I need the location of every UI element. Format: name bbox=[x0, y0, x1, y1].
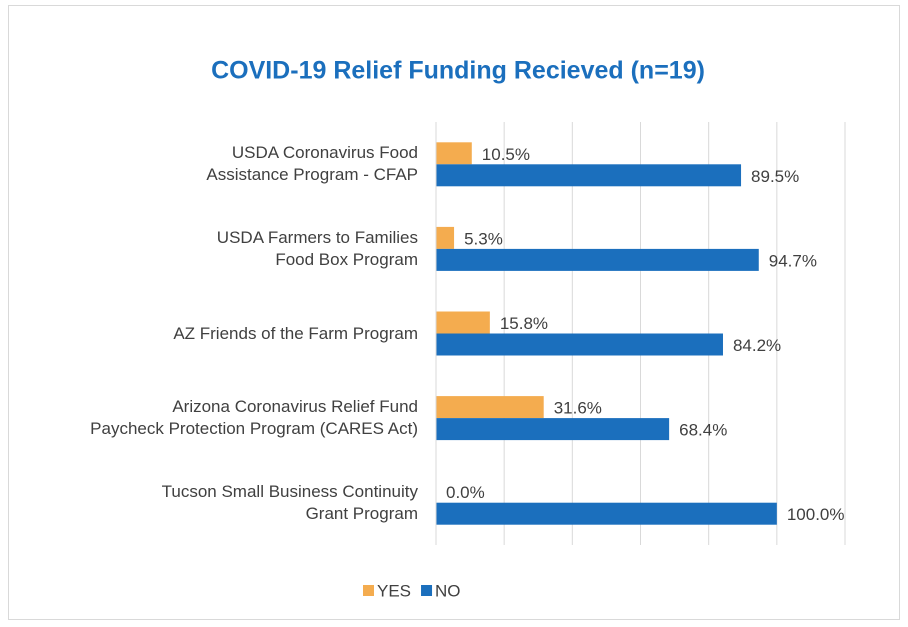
y-tick-label: AZ Friends of the Farm Program bbox=[173, 323, 418, 343]
bar bbox=[436, 142, 472, 165]
data-label: 68.4% bbox=[679, 421, 727, 440]
legend-label: NO bbox=[435, 581, 461, 600]
bar bbox=[436, 248, 759, 271]
bar bbox=[436, 164, 742, 187]
data-label: 100.0% bbox=[787, 505, 845, 524]
bar bbox=[436, 502, 777, 525]
data-label: 84.2% bbox=[733, 336, 781, 355]
y-tick-label: Tucson Small Business Continuity Grant P… bbox=[161, 481, 418, 523]
data-label: 31.6% bbox=[554, 399, 602, 418]
data-label: 5.3% bbox=[464, 229, 503, 248]
legend-swatch bbox=[421, 585, 433, 596]
bar bbox=[436, 333, 723, 356]
data-label: 0.0% bbox=[446, 483, 485, 502]
bar bbox=[436, 226, 455, 249]
y-tick-label: Arizona Coronavirus Relief Fund Paycheck… bbox=[90, 397, 418, 439]
data-label: 94.7% bbox=[769, 251, 817, 270]
data-label: 15.8% bbox=[500, 314, 548, 333]
bar bbox=[436, 418, 670, 441]
chart-title: COVID-19 Relief Funding Recieved (n=19) bbox=[211, 57, 705, 85]
y-tick-label: USDA Coronavirus Food Assistance Program… bbox=[206, 143, 418, 185]
data-label: 89.5% bbox=[751, 167, 799, 186]
y-tick-label: USDA Farmers to Families Food Box Progra… bbox=[216, 227, 418, 269]
bar bbox=[436, 396, 544, 419]
bar bbox=[436, 311, 490, 334]
data-label: 10.5% bbox=[482, 145, 530, 164]
legend-swatch bbox=[363, 585, 374, 596]
legend-label: YES bbox=[377, 581, 411, 600]
